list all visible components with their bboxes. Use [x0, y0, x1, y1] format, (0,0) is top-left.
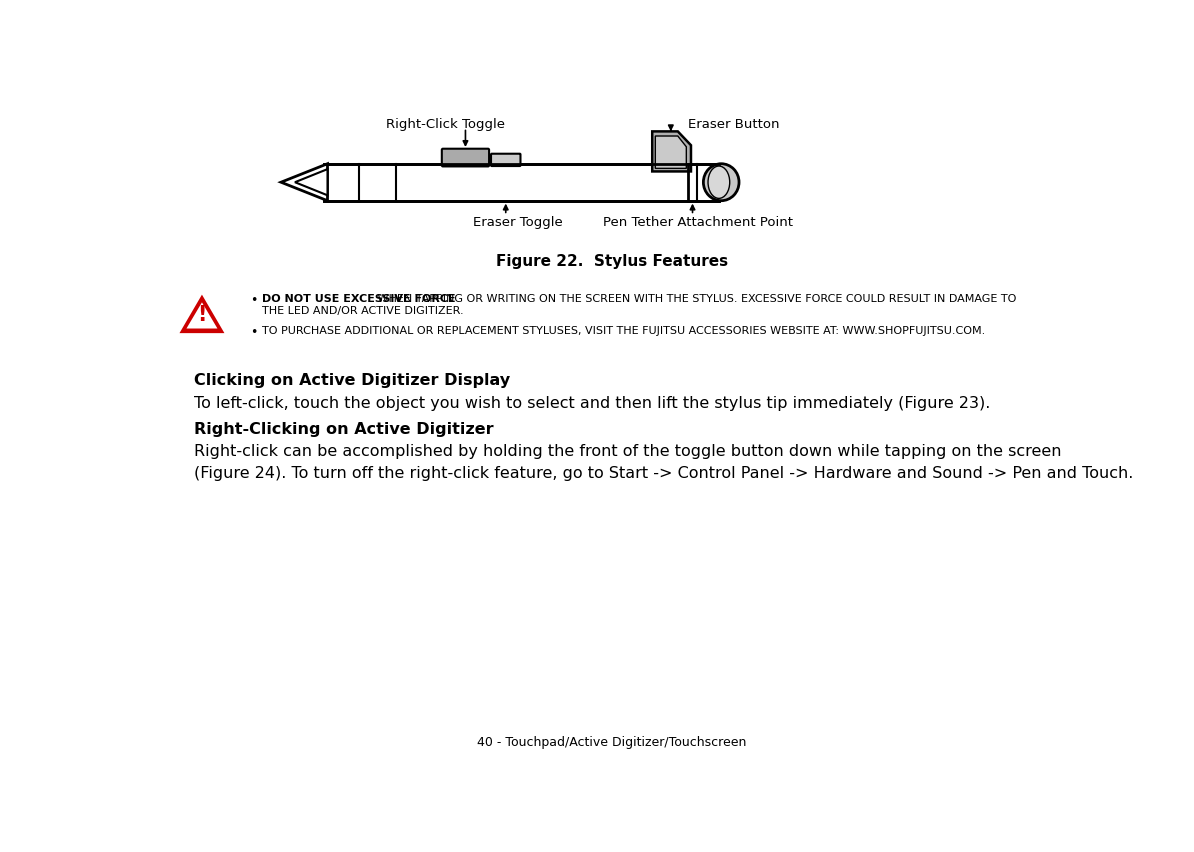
Text: TO PURCHASE ADDITIONAL OR REPLACEMENT STYLUSES, VISIT THE FUJITSU ACCESSORIES WE: TO PURCHASE ADDITIONAL OR REPLACEMENT ST…	[263, 326, 986, 336]
Text: DO NOT USE EXCESSIVE FORCE: DO NOT USE EXCESSIVE FORCE	[263, 294, 456, 303]
Text: Pen Tether Attachment Point: Pen Tether Attachment Point	[603, 216, 793, 229]
Polygon shape	[656, 137, 687, 170]
Text: To left-click, touch the object you wish to select and then lift the stylus tip : To left-click, touch the object you wish…	[195, 395, 991, 411]
Text: THE LED AND/OR ACTIVE DIGITIZER.: THE LED AND/OR ACTIVE DIGITIZER.	[263, 305, 464, 315]
Ellipse shape	[708, 167, 730, 199]
FancyBboxPatch shape	[491, 154, 521, 167]
Text: Right-Clicking on Active Digitizer: Right-Clicking on Active Digitizer	[195, 422, 494, 436]
Polygon shape	[179, 296, 224, 334]
FancyBboxPatch shape	[442, 150, 490, 167]
FancyBboxPatch shape	[324, 164, 719, 201]
Polygon shape	[295, 170, 327, 196]
Text: •: •	[250, 326, 258, 339]
Text: Right-click can be accomplished by holding the front of the toggle button down w: Right-click can be accomplished by holdi…	[195, 444, 1061, 458]
Text: !: !	[197, 304, 207, 325]
Text: WHEN TAPPING OR WRITING ON THE SCREEN WITH THE STYLUS. EXCESSIVE FORCE COULD RES: WHEN TAPPING OR WRITING ON THE SCREEN WI…	[374, 294, 1016, 303]
Polygon shape	[186, 303, 217, 329]
Text: Clicking on Active Digitizer Display: Clicking on Active Digitizer Display	[195, 373, 510, 388]
Text: •: •	[250, 294, 258, 307]
Text: Figure 22.  Stylus Features: Figure 22. Stylus Features	[496, 254, 728, 268]
Polygon shape	[281, 164, 327, 201]
Text: (Figure 24). To turn off the right-click feature, go to Start -> Control Panel -: (Figure 24). To turn off the right-click…	[195, 465, 1133, 481]
Text: Right-Click Toggle: Right-Click Toggle	[386, 118, 505, 130]
Text: 40 - Touchpad/Active Digitizer/Touchscreen: 40 - Touchpad/Active Digitizer/Touchscre…	[478, 735, 746, 748]
Ellipse shape	[703, 164, 739, 201]
Text: Eraser Button: Eraser Button	[688, 118, 780, 130]
Text: Eraser Toggle: Eraser Toggle	[473, 216, 562, 229]
Polygon shape	[652, 132, 691, 172]
